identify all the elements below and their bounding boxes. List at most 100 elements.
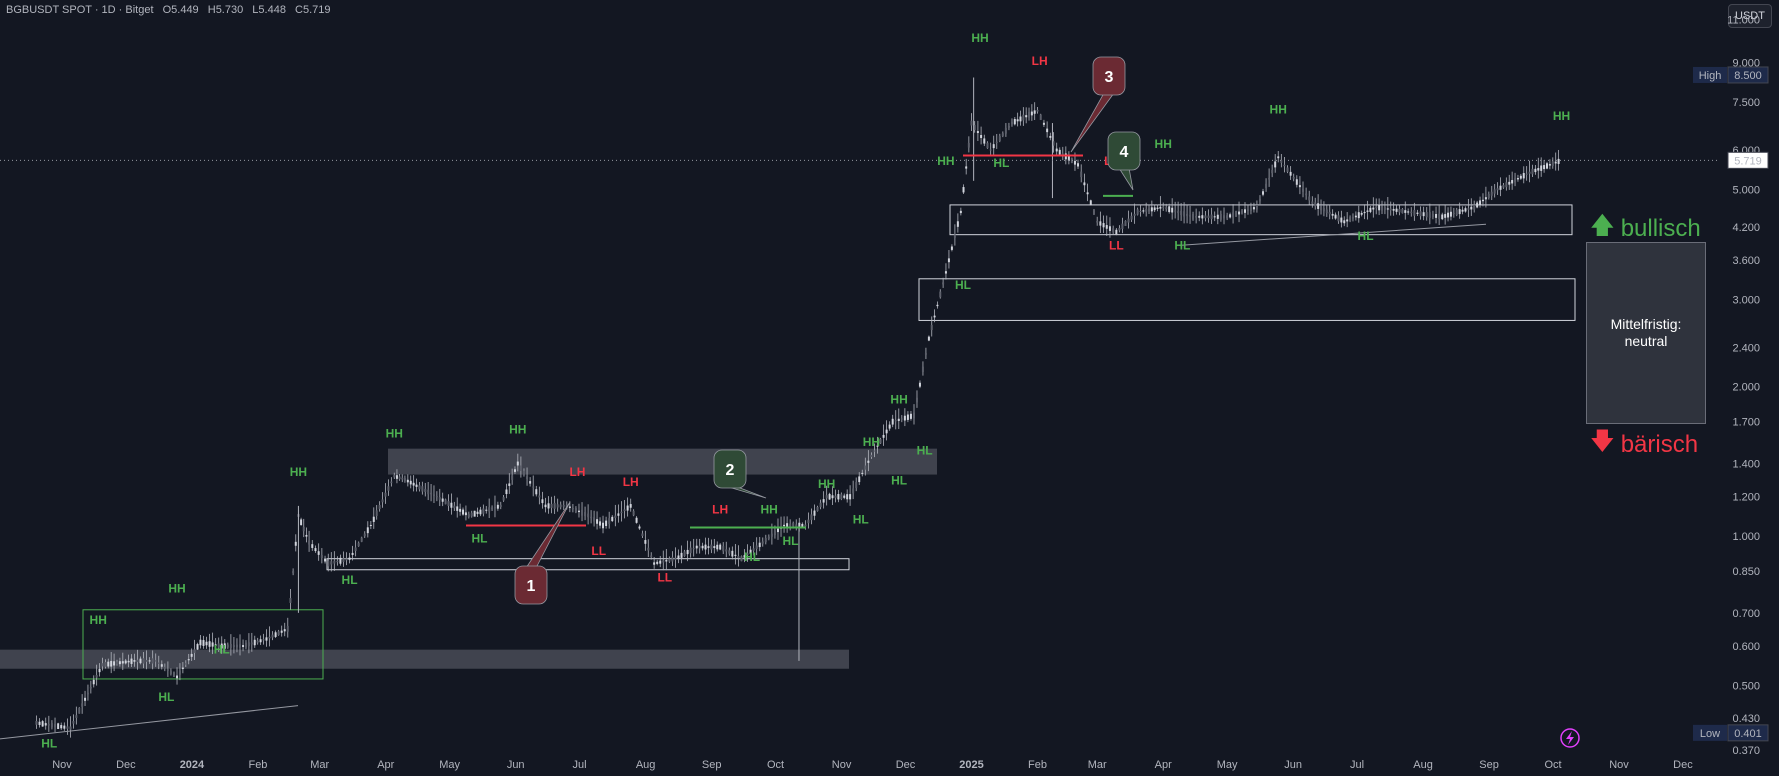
swing-label: LH (569, 465, 585, 479)
price-badge-text: 5.719 (1734, 155, 1762, 167)
candle-body (1055, 148, 1058, 152)
x-tick-label: Oct (1544, 759, 1561, 771)
candle-body (1349, 217, 1352, 222)
candle-body (1150, 207, 1153, 212)
candle-body (372, 516, 375, 522)
candle-body (992, 144, 995, 149)
candle-body (502, 497, 505, 501)
candle-body (178, 670, 181, 675)
candle-body (1258, 198, 1261, 202)
swing-label: HL (891, 474, 907, 488)
x-tick-label: Apr (1155, 759, 1172, 771)
candle-body (852, 488, 855, 494)
candle-body (286, 625, 289, 632)
candle-body (211, 642, 214, 647)
candle-body (722, 546, 725, 552)
x-tick-label: Aug (636, 759, 656, 771)
candle-body (1511, 180, 1514, 184)
candle-body (92, 679, 95, 685)
price-badge (1727, 724, 1769, 742)
candle-body (1428, 212, 1431, 218)
candle-body (873, 450, 876, 452)
candle-body (95, 674, 98, 678)
candle-body (220, 643, 223, 649)
candle-body (1241, 210, 1244, 214)
candle-body (84, 697, 87, 701)
candle-body (1286, 167, 1289, 172)
candle-body (614, 515, 617, 518)
candle-body (843, 495, 846, 498)
y-tick-label: 2.000 (1732, 382, 1760, 394)
candle-body (701, 545, 704, 549)
candle-body (1105, 225, 1108, 229)
candle-body (876, 445, 879, 447)
resistance-zone (388, 448, 937, 475)
ohlc-high: H5.730 (207, 4, 244, 16)
swing-label: LL (1109, 239, 1124, 253)
candle-body (734, 554, 737, 556)
callout-number: 3 (1105, 69, 1114, 86)
candle-body (268, 636, 271, 639)
x-tick-label: Dec (116, 759, 136, 771)
candle-body (366, 527, 369, 534)
candle-body (1392, 208, 1395, 211)
candle-body (1476, 202, 1479, 208)
candle-body (1192, 214, 1195, 220)
candle-body (1438, 213, 1441, 220)
candle-body (491, 507, 494, 510)
candle-body (351, 552, 354, 555)
candle-body (47, 724, 50, 726)
candle-body (1255, 204, 1258, 210)
candle-body (855, 482, 858, 489)
candle-body (810, 514, 813, 521)
candle-body (1458, 209, 1461, 215)
candle-body (668, 558, 671, 562)
candle-body (674, 557, 677, 560)
candle-body (752, 548, 755, 551)
y-tick-label: 2.400 (1732, 342, 1760, 354)
candle-body (1346, 219, 1349, 222)
candle-body (390, 481, 393, 484)
x-tick-label: Aug (1413, 759, 1433, 771)
currency-button[interactable]: USDT (1728, 4, 1772, 28)
candle-body (1280, 159, 1283, 163)
candle-body (831, 495, 834, 499)
candle-body (891, 418, 894, 425)
candle-body (1099, 221, 1102, 226)
annotations-layer: HL HH HL HH HL HH HL HH HL HH LH LL LH LL LH HL HH HL HH HL… (41, 31, 1570, 750)
candle-body (1325, 209, 1328, 214)
x-tick-label: 2025 (959, 759, 983, 771)
candle-body (995, 141, 998, 143)
candle-body (395, 475, 398, 479)
candle-body (632, 510, 635, 516)
candle-body (289, 597, 292, 603)
candle-body (590, 516, 593, 519)
candle-body (115, 661, 118, 665)
x-tick-label: May (439, 759, 460, 771)
candle-body (482, 508, 485, 514)
candle-body (1435, 213, 1438, 218)
candle-body (1493, 189, 1496, 194)
y-axis: 11.0009.0007.5006.0005.0004.2003.6003.00… (1693, 14, 1769, 757)
candle-body (283, 629, 286, 632)
candle-body (965, 166, 968, 169)
candle-body (743, 555, 746, 558)
y-tick-label: 1.700 (1732, 417, 1760, 429)
candle-body (1174, 210, 1177, 212)
candle-body (300, 519, 303, 526)
candle-body (746, 553, 749, 555)
swing-label: HH (290, 465, 307, 479)
candle-body (713, 546, 716, 549)
candle-body (980, 135, 983, 139)
candle-body (253, 639, 256, 646)
candle-body (544, 504, 547, 508)
candle-body (816, 507, 819, 512)
candle-body (761, 541, 764, 544)
candle-body (840, 494, 843, 500)
candle-body (683, 551, 686, 557)
candle-body (608, 518, 611, 525)
x-tick-label: Sep (1479, 759, 1499, 771)
candle-body (792, 522, 795, 529)
candle-body (247, 642, 250, 647)
